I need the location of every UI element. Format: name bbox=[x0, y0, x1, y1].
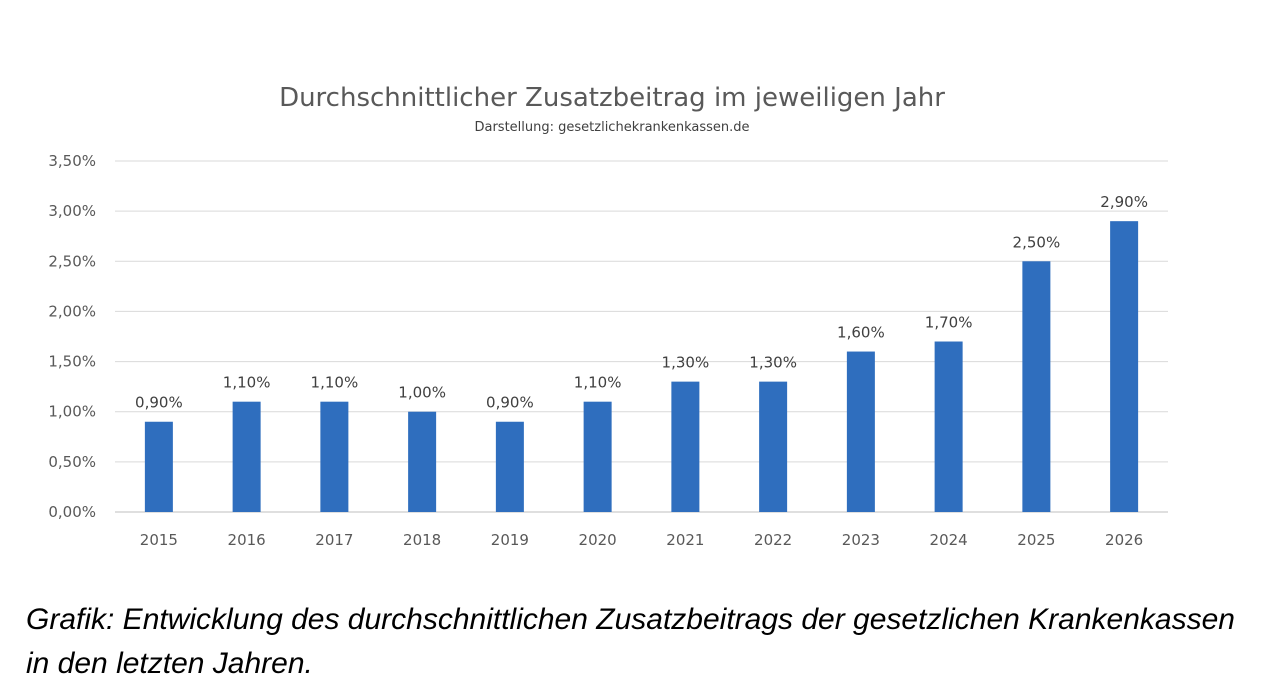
bar bbox=[408, 411, 437, 512]
data-label: 2,50% bbox=[1013, 233, 1061, 251]
x-tick-label: 2021 bbox=[666, 531, 704, 549]
y-tick-label: 1,50% bbox=[48, 353, 96, 371]
x-tick-label: 2024 bbox=[930, 531, 968, 549]
x-tick-label: 2018 bbox=[403, 531, 441, 549]
bar bbox=[934, 341, 963, 512]
chart-subtitle: Darstellung: gesetzlichekrankenkassen.de bbox=[474, 120, 749, 135]
data-label: 1,30% bbox=[749, 354, 797, 372]
bar bbox=[320, 401, 349, 512]
gridlines bbox=[115, 160, 1168, 513]
data-label: 1,00% bbox=[398, 384, 446, 402]
x-tick-label: 2026 bbox=[1105, 531, 1143, 549]
bar bbox=[1022, 261, 1051, 512]
x-tick-label: 2017 bbox=[315, 531, 353, 549]
bar bbox=[583, 401, 612, 512]
chart-title: Durchschnittlicher Zusatzbeitrag im jewe… bbox=[279, 83, 945, 113]
y-tick-label: 1,00% bbox=[48, 403, 96, 421]
data-label: 2,90% bbox=[1100, 193, 1148, 211]
data-label: 1,10% bbox=[574, 374, 622, 392]
data-label: 1,10% bbox=[223, 374, 271, 392]
chart-caption: Grafik: Entwicklung des durchschnittlich… bbox=[26, 603, 1235, 680]
data-labels: 0,90% 1,10% 1,10% 1,00% 0,90% 1,10% 1,30% 1,30%… bbox=[135, 193, 1148, 412]
bar-chart: Durchschnittlicher Zusatzbeitrag im jewe… bbox=[48, 83, 1168, 549]
bar bbox=[846, 351, 875, 512]
data-label: 1,60% bbox=[837, 324, 885, 342]
bar bbox=[144, 421, 173, 512]
data-label: 1,10% bbox=[311, 374, 359, 392]
data-label: 1,70% bbox=[925, 314, 973, 332]
x-tick-label: 2019 bbox=[491, 531, 529, 549]
bar bbox=[495, 421, 524, 512]
bar bbox=[232, 401, 261, 512]
bar bbox=[1110, 221, 1139, 512]
y-axis-tick-labels: 0,00% 0,50% 1,00% 1,50% 2,00% 2,50% 3,00% 3,50% bbox=[48, 152, 96, 521]
y-tick-label: 3,50% bbox=[48, 152, 96, 170]
y-tick-label: 2,00% bbox=[48, 302, 96, 320]
x-axis-tick-labels: 2015 2016 2017 2018 2019 2020 2021 2022 2023 2024… bbox=[140, 531, 1143, 549]
x-tick-label: 2020 bbox=[579, 531, 617, 549]
x-tick-label: 2025 bbox=[1017, 531, 1055, 549]
y-tick-label: 3,00% bbox=[48, 202, 96, 220]
data-label: 0,90% bbox=[135, 394, 183, 412]
y-tick-label: 0,00% bbox=[48, 503, 96, 521]
x-tick-label: 2015 bbox=[140, 531, 178, 549]
bars bbox=[144, 221, 1139, 512]
x-tick-label: 2016 bbox=[228, 531, 266, 549]
bar bbox=[759, 381, 788, 512]
y-tick-label: 2,50% bbox=[48, 252, 96, 270]
data-label: 0,90% bbox=[486, 394, 534, 412]
bar bbox=[671, 381, 700, 512]
data-label: 1,30% bbox=[662, 354, 710, 372]
y-tick-label: 0,50% bbox=[48, 453, 96, 471]
x-tick-label: 2022 bbox=[754, 531, 792, 549]
x-tick-label: 2023 bbox=[842, 531, 880, 549]
